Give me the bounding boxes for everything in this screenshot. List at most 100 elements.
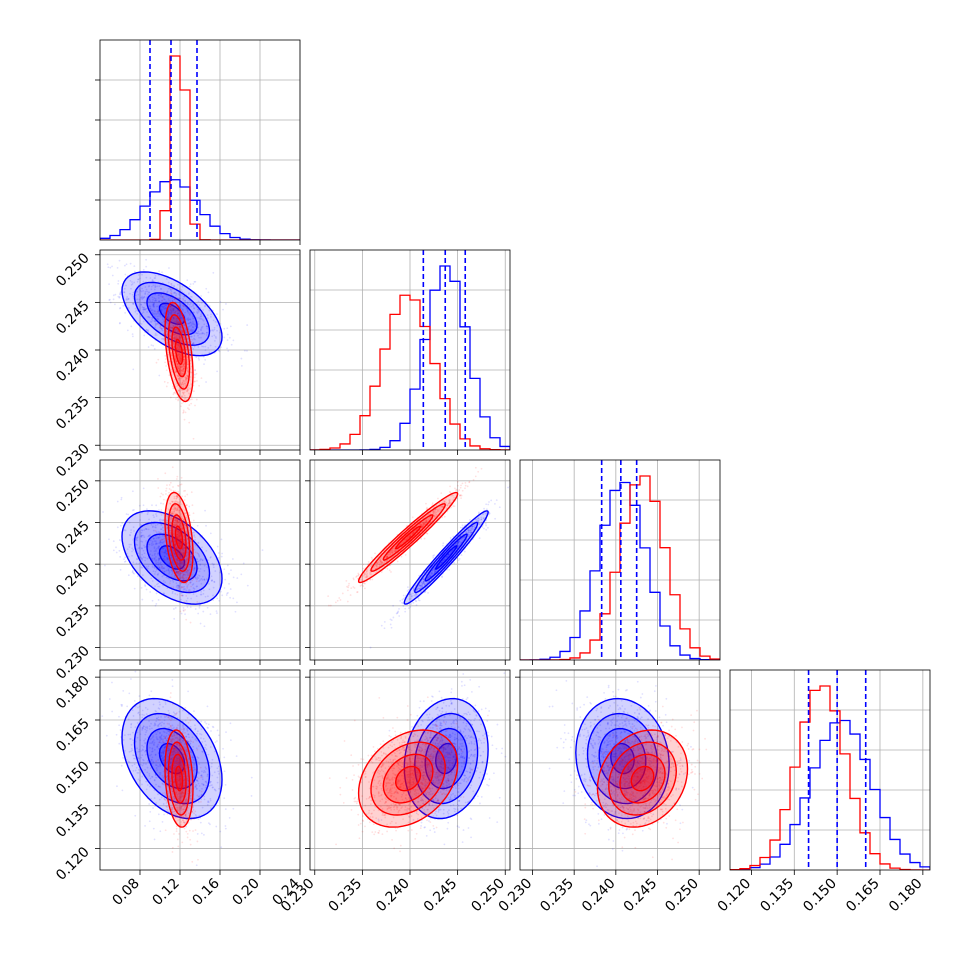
scatter-point [398,615,400,617]
scatter-point [416,604,418,606]
scatter-point [204,510,206,512]
scatter-point [194,376,196,378]
scatter-point [154,348,156,350]
scatter-point [207,607,209,609]
scatter-point [119,539,121,541]
scatter-point [162,324,164,326]
y-tick-label: 0.245 [53,518,93,558]
scatter-point [450,537,452,539]
scatter-point [184,609,186,611]
scatter-point [183,590,185,592]
scatter-point [181,613,183,615]
scatter-point [159,539,161,541]
scatter-point [190,403,192,405]
scatter-point [186,587,188,589]
scatter-point [172,490,174,492]
scatter-point [177,396,179,398]
scatter-point [122,305,124,307]
scatter-point [243,563,245,565]
scatter-point [127,514,129,516]
scatter-point [157,478,159,480]
scatter-point [166,386,168,388]
scatter-point [124,561,126,563]
scatter-point [228,583,230,585]
scatter-point [157,359,159,361]
scatter-point [188,591,190,593]
scatter-point [161,570,163,572]
scatter-point [190,606,192,608]
scatter-point [189,286,191,288]
scatter-point [165,365,167,367]
scatter-point [180,587,182,589]
scatter-point [216,370,218,372]
scatter-point [179,302,181,304]
panel-0-0 [95,40,300,245]
scatter-point [196,399,198,401]
scatter-point [161,493,163,495]
scatter-point [381,625,383,627]
scatter-point [399,600,401,602]
scatter-point [432,502,434,504]
scatter-point [222,309,224,311]
scatter-point [174,298,176,300]
scatter-point [457,490,459,492]
scatter-point [163,499,165,501]
scatter-point [152,345,154,347]
scatter-point [483,508,485,510]
scatter-point [221,594,223,596]
scatter-point [172,466,174,468]
scatter-point [405,554,407,556]
scatter-point [111,265,113,267]
scatter-point [198,359,200,361]
scatter-point [479,537,481,539]
scatter-point [181,594,183,596]
scatter-point [120,525,122,527]
scatter-point [143,269,145,271]
y-tick-label: 0.250 [53,476,93,516]
scatter-point [219,350,221,352]
scatter-point [183,610,185,612]
scatter-point [191,398,193,400]
scatter-point [161,524,163,526]
scatter-point [178,586,180,588]
scatter-point [403,598,405,600]
scatter-point [189,582,191,584]
scatter-point [230,588,232,590]
scatter-point [107,266,109,268]
scatter-point [162,522,164,524]
scatter-point [240,358,242,360]
y-tick-label: 0.240 [53,346,93,386]
scatter-point [112,275,114,277]
scatter-point [164,472,166,474]
scatter-point [164,559,166,561]
scatter-point [364,587,366,589]
scatter-point [226,347,228,349]
scatter-point [113,549,115,551]
scatter-point [171,292,173,294]
scatter-point [124,265,126,267]
scatter-point [179,288,181,290]
scatter-point [440,492,442,494]
scatter-point [113,298,115,300]
scatter-point [202,611,204,613]
scatter-point [164,355,166,357]
scatter-point [117,283,119,285]
scatter-point [155,603,157,605]
scatter-point [141,587,143,589]
scatter-point [415,600,417,602]
scatter-point [192,343,194,345]
scatter-point [132,335,134,337]
scatter-point [172,572,174,574]
scatter-point [262,549,264,551]
scatter-point [184,601,186,603]
scatter-point [494,518,496,520]
scatter-point [408,607,410,609]
scatter-point [186,279,188,281]
scatter-point [418,599,420,601]
scatter-point [193,438,195,440]
panel-content [100,40,300,240]
scatter-point [195,551,197,553]
